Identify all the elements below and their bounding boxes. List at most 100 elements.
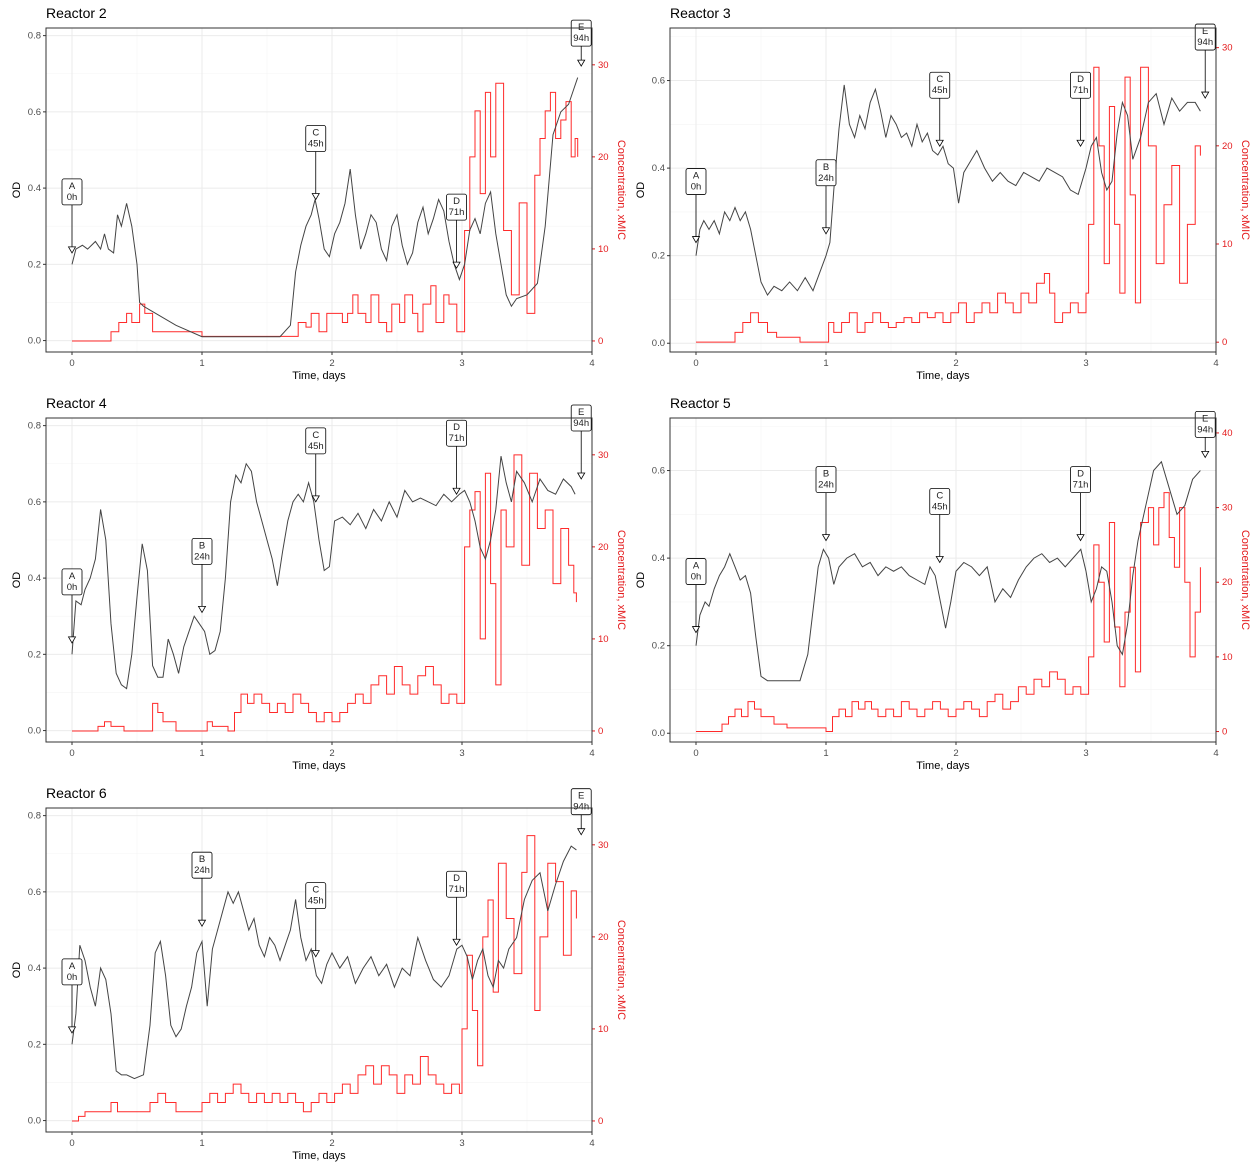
y2-tick-label: 30	[598, 60, 609, 71]
annotation-box	[685, 558, 707, 585]
annotation-label: C	[312, 430, 319, 441]
annotation-arrow	[577, 59, 586, 67]
series-od	[71, 77, 579, 338]
chart-svg: Reactor 5 0 1 2 3 4 0.0 0.2 0.4 0.6 0 10 20 30 40 A0h B2…	[635, 395, 1251, 772]
chart-panel-reactor-4: Reactor 4 0 1 2 3 4 0.0 0.2 0.4 0.6 0.8 0 10 20 30 A 0h B…	[0, 390, 627, 780]
x-tick-label: 3	[1083, 358, 1088, 369]
annotation-time: 0h	[67, 972, 78, 983]
annotation-box	[305, 125, 327, 152]
y2-tick-label: 30	[1222, 503, 1233, 514]
annotation-arrow	[311, 193, 320, 201]
annotation-box	[1070, 71, 1091, 99]
chart-title: Reactor 6	[46, 785, 107, 801]
annotation-time: 71h	[1073, 85, 1089, 96]
annotation-arrow	[197, 919, 207, 927]
y-tick-label: 0.4	[652, 163, 665, 174]
annotation-box	[61, 958, 83, 986]
annotation-time: 0h	[691, 572, 702, 583]
y2-tick-label: 0	[598, 1116, 603, 1127]
annotation-box	[815, 159, 837, 187]
annotation-arrow	[311, 950, 320, 958]
y-tick-label: 0.4	[28, 183, 41, 194]
annotation-box	[61, 568, 83, 596]
annotation-arrow	[67, 636, 77, 644]
series-od	[71, 456, 576, 690]
annotation-label: A	[693, 561, 700, 572]
annotation-label: B	[199, 540, 205, 551]
annotation-time: 45h	[932, 85, 948, 96]
y-tick-label: 0.6	[652, 466, 665, 477]
y2-tick-label: 0	[598, 726, 603, 737]
annotation-box	[191, 537, 213, 565]
annotation-arrow	[452, 487, 461, 496]
chart-title: Reactor 2	[46, 5, 107, 21]
annotation-time: 71h	[449, 207, 465, 218]
y-tick-label: 0.2	[652, 641, 665, 652]
annotation-box	[815, 466, 837, 493]
x-tick-label: 1	[199, 748, 204, 759]
annotation-label: A	[69, 961, 76, 972]
y-tick-label: 0.6	[28, 887, 41, 898]
chart-panel-reactor-5: Reactor 5 0 1 2 3 4 0.0 0.2 0.4 0.6 0 10 20 30 40 A 0h B 2…	[624, 390, 1251, 780]
y2-axis-label: Concentration, xMIC	[1239, 140, 1251, 240]
annotation-arrow	[691, 626, 701, 634]
chart-title: Reactor 3	[670, 5, 731, 21]
x-tick-label: 3	[459, 1138, 464, 1149]
y2-tick-label: 30	[1222, 43, 1233, 54]
x-tick-label: 0	[69, 358, 74, 369]
x-tick-label: 0	[69, 1138, 74, 1149]
y2-tick-label: 40	[1222, 428, 1233, 439]
annotation-time: 94h	[573, 418, 589, 429]
annotation-label: A	[69, 571, 76, 582]
series-concentration	[72, 454, 577, 732]
annotation-arrow	[1201, 451, 1210, 459]
y-tick-label: 0.6	[28, 497, 41, 508]
x-tick-label: 4	[589, 748, 594, 759]
annotation-time: 45h	[308, 896, 324, 907]
annotation-time: 24h	[818, 480, 834, 491]
series-concentration	[696, 492, 1201, 733]
annotation-time: 94h	[1197, 424, 1213, 435]
annotation-label: E	[1202, 413, 1208, 424]
annotation-time: 0h	[67, 582, 78, 593]
y2-tick-label: 0	[598, 336, 603, 347]
x-tick-label: 0	[693, 748, 698, 759]
y2-axis-label: Concentration, xMIC	[615, 920, 627, 1020]
annotation-box	[685, 168, 707, 195]
x-tick-label: 2	[329, 358, 334, 369]
y-tick-label: 0.2	[652, 251, 665, 262]
y-tick-label: 0.0	[28, 1116, 41, 1127]
y-tick-label: 0.4	[28, 573, 41, 584]
y2-tick-label: 10	[598, 244, 609, 255]
annotation-arrow	[935, 556, 944, 564]
chart-svg: Reactor 4 0 1 2 3 4 0.0 0.2 0.4 0.6 0.8 0 10 20 30 A0h B…	[11, 395, 627, 772]
y2-tick-label: 30	[598, 450, 609, 461]
annotation-arrow	[197, 606, 207, 614]
chart-panel-reactor-3: Reactor 3 0 1 2 3 4 0.0 0.2 0.4 0.6 0 10 20 30 A 0h B 24h…	[624, 0, 1251, 390]
y2-tick-label: 10	[598, 634, 609, 645]
y2-tick-label: 10	[1222, 239, 1233, 250]
annotation-arrow	[311, 495, 320, 503]
annotation-box	[1194, 23, 1216, 51]
annotation-label: E	[1202, 26, 1208, 37]
annotation-box	[929, 71, 951, 99]
x-axis-label: Time, days	[916, 760, 970, 772]
series-concentration	[72, 835, 577, 1122]
y-tick-label: 0.0	[652, 338, 665, 349]
annotation-label: C	[936, 490, 943, 501]
y2-tick-label: 10	[1222, 652, 1233, 663]
annotation-label: D	[453, 873, 460, 884]
y2-tick-label: 20	[598, 152, 609, 163]
annotation-arrow	[691, 236, 701, 244]
annotation-arrow	[67, 246, 77, 254]
y2-axis-label: Concentration, xMIC	[1239, 530, 1251, 630]
series-od	[695, 84, 1201, 297]
annotation-box	[570, 19, 592, 47]
x-axis-label: Time, days	[292, 370, 346, 382]
y-tick-label: 0.2	[28, 1039, 41, 1050]
annotation-label: D	[453, 422, 460, 433]
y-tick-label: 0.6	[28, 107, 41, 118]
y2-tick-label: 0	[1222, 727, 1227, 738]
y-axis-label: OD	[11, 182, 23, 199]
y-tick-label: 0.0	[28, 726, 41, 737]
